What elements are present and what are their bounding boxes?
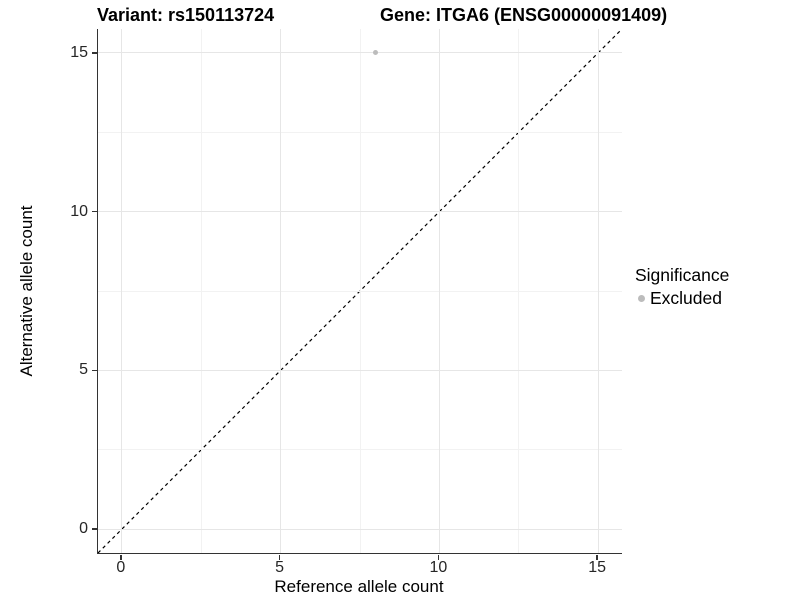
x-major-gridline <box>280 29 282 553</box>
x-major-gridline <box>597 29 599 553</box>
y-tick-label: 10 <box>70 202 88 220</box>
plot-title-variant: Variant: rs150113724 <box>97 5 275 25</box>
legend-entry: Excluded <box>635 288 729 308</box>
legend-title: Significance <box>635 265 730 285</box>
y-major-gridline <box>98 528 622 530</box>
x-tick-label: 5 <box>275 559 285 576</box>
plot-panel <box>97 29 622 554</box>
x-major-gridline <box>438 29 440 553</box>
x-major-gridline <box>121 29 123 553</box>
x-tick-mark <box>437 554 440 560</box>
legend-key-circle-icon <box>638 294 645 302</box>
y-tick-label: 0 <box>79 520 88 538</box>
x-axis-title: Reference allele count <box>274 577 444 596</box>
x-tick-mark <box>278 554 281 560</box>
y-minor-gridline <box>98 290 622 292</box>
x-tick-mark <box>596 554 598 560</box>
y-axis-title: Alternative allele count <box>17 205 36 377</box>
y-tick-label: 15 <box>70 43 88 61</box>
legend-entries: Excluded <box>635 288 729 308</box>
x-tick-label: 0 <box>116 559 126 576</box>
y-tick-mark <box>92 369 97 372</box>
x-tick-mark <box>120 554 122 560</box>
y-minor-gridline <box>98 449 622 451</box>
y-tick-label: 5 <box>79 361 88 379</box>
y-tick-mark <box>92 52 97 54</box>
legend-entry-label: Excluded <box>650 287 722 308</box>
y-minor-gridline <box>98 131 622 133</box>
x-tick-label: 15 <box>588 559 607 576</box>
plot-title-gene: Gene: ITGA6 (ENSG00000091409) <box>380 5 668 25</box>
y-tick-mark <box>92 528 97 530</box>
y-tick-mark <box>92 210 97 213</box>
legend: Significance Excluded <box>635 265 729 308</box>
data-point <box>373 50 379 56</box>
y-major-gridline <box>98 52 622 54</box>
y-major-gridline <box>98 211 622 213</box>
x-tick-label: 10 <box>429 559 448 576</box>
y-major-gridline <box>98 369 622 371</box>
